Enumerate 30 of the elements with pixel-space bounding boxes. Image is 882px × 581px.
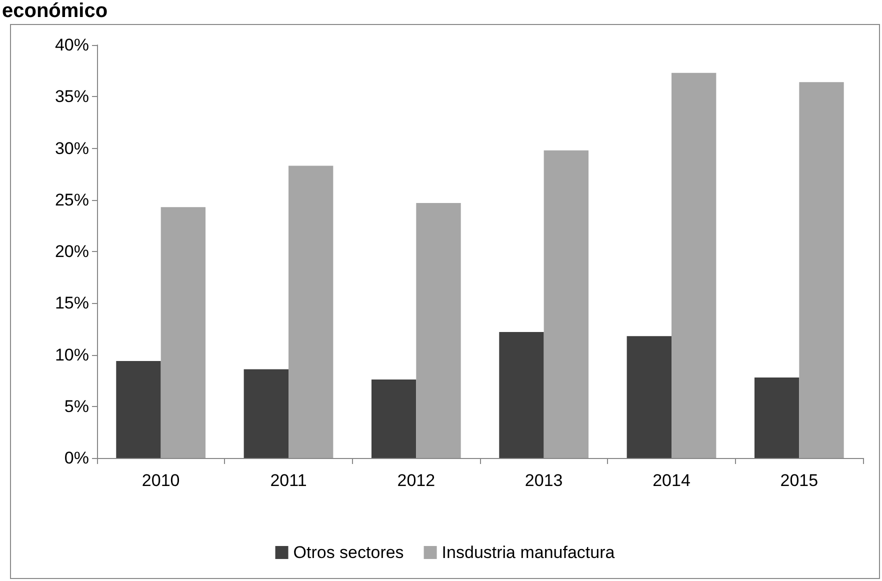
bar	[288, 166, 334, 458]
y-tick-label: 40%	[54, 36, 89, 54]
x-tick-label: 2011	[270, 471, 307, 490]
bar	[799, 82, 844, 458]
x-tick-label: 2012	[397, 471, 436, 490]
y-tick-label: 35%	[54, 87, 89, 106]
bar	[244, 369, 288, 458]
chart-title: económico	[2, 0, 108, 22]
x-tick-label: 2015	[780, 471, 818, 490]
bar	[626, 336, 672, 458]
y-tick-label: 10%	[54, 345, 89, 364]
legend-label: Insdustria manufactura	[442, 543, 616, 562]
bar	[371, 380, 416, 458]
bar	[544, 150, 589, 458]
bar	[116, 360, 161, 458]
x-tick-label: 2010	[142, 471, 180, 490]
y-tick-label: 0%	[64, 448, 89, 468]
y-tick-label: 20%	[54, 242, 89, 261]
bar	[499, 332, 544, 458]
legend-label: Otros sectores	[293, 543, 404, 562]
x-tick-label: 2014	[652, 471, 690, 490]
y-tick-label: 5%	[64, 396, 89, 416]
bar	[160, 207, 206, 458]
y-tick-label: 15%	[54, 294, 89, 313]
y-tick-label: 25%	[54, 190, 89, 210]
x-tick-label: 2013	[524, 471, 563, 490]
bar	[672, 72, 716, 458]
y-tick-label: 30%	[54, 138, 89, 158]
bar	[754, 377, 800, 458]
bar	[416, 202, 461, 458]
